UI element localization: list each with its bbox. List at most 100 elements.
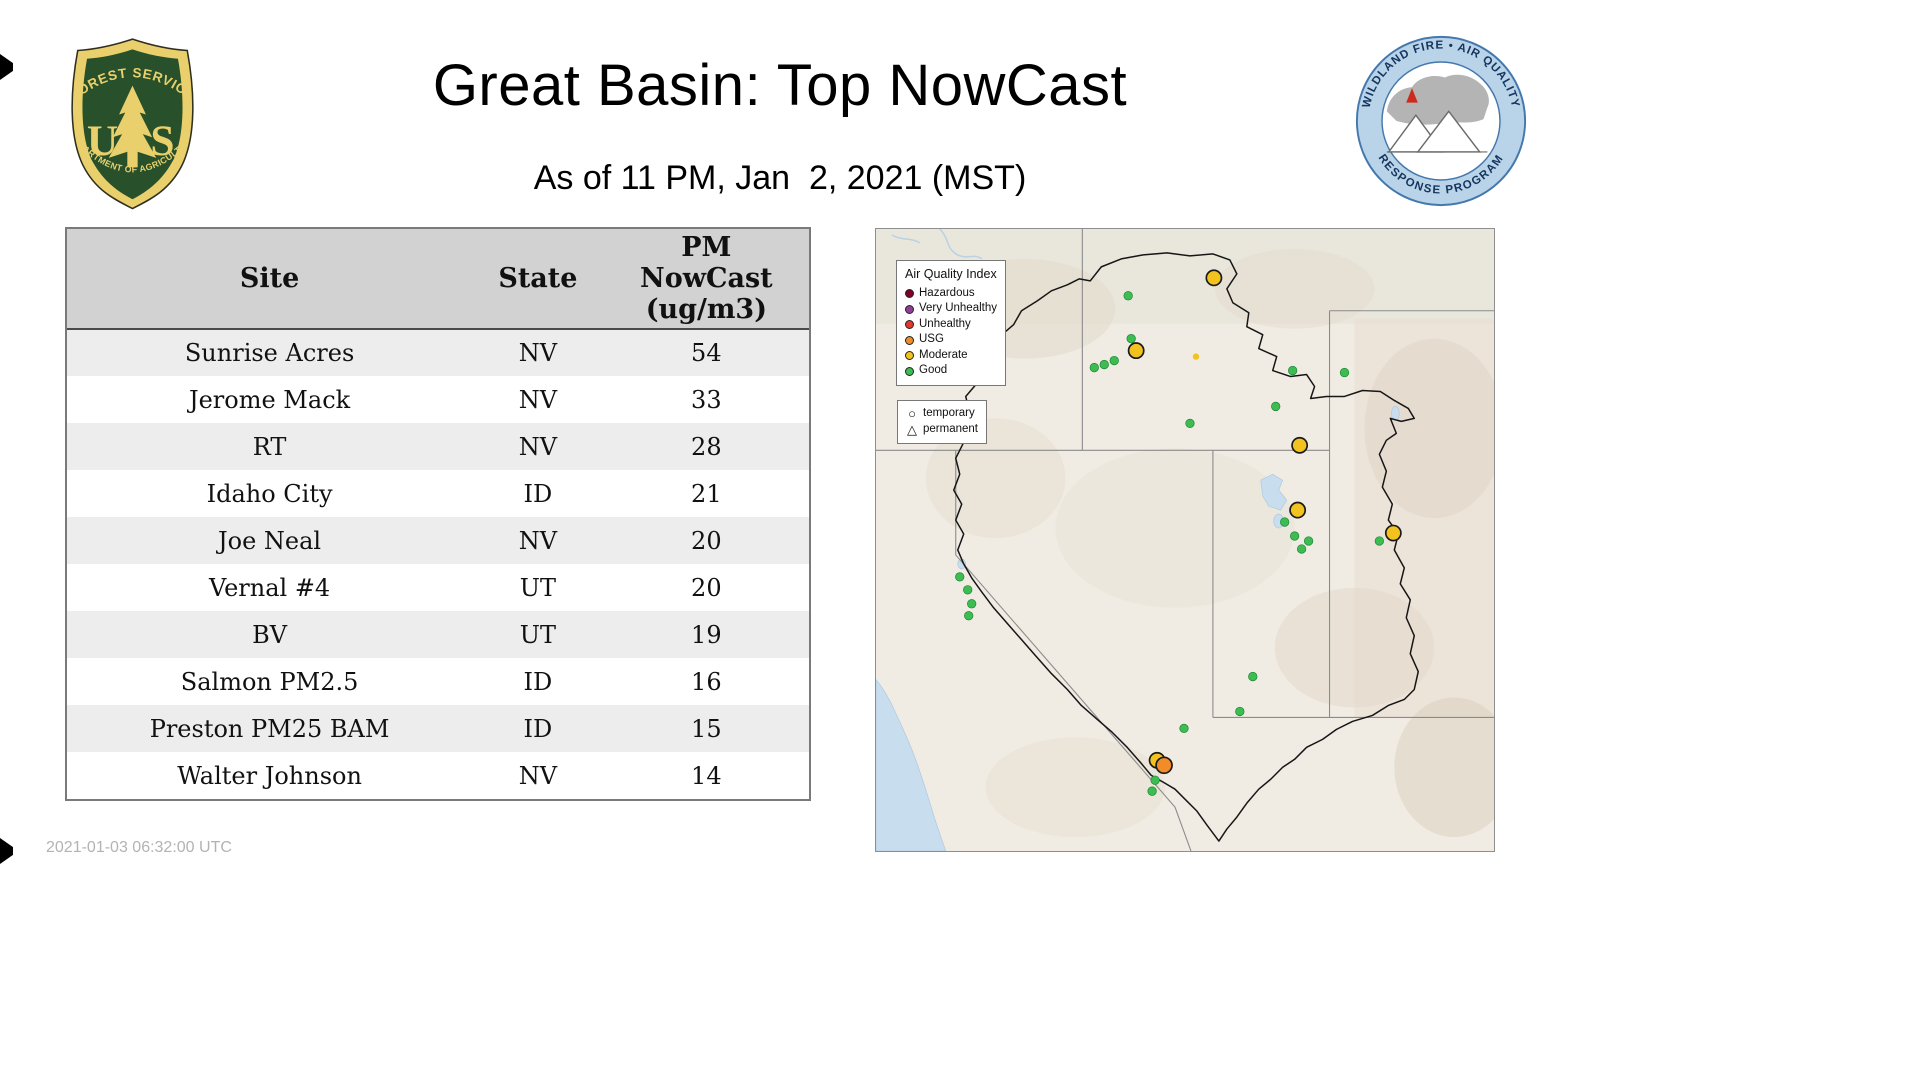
site-cell: RT [252, 432, 287, 461]
table-row: Vernal #4 UT 20 [67, 564, 809, 611]
triangle-icon: △ [907, 421, 917, 437]
state-cell: UT [519, 573, 557, 602]
page-subtitle: As of 11 PM, Jan 2, 2021 (MST) [533, 159, 1027, 197]
usfs-logo: FOREST SERVICE U S DEPARTMENT OF AGRICUL… [50, 24, 210, 212]
state-cell: NV [518, 432, 558, 461]
river [891, 234, 921, 244]
monitor-good-marker [964, 611, 974, 621]
state-borders [876, 229, 1494, 851]
monitor-moderate-marker [1289, 501, 1307, 519]
monitor-good-marker [1296, 544, 1307, 554]
aqi-color-dot [905, 351, 914, 361]
table-row: Walter Johnson NV 14 [67, 752, 809, 799]
table-row: Jerome Mack NV 33 [67, 376, 809, 423]
column-header: PM NowCast (ug/m3) [603, 229, 809, 330]
state-cell: NV [518, 385, 558, 414]
header: Great Basin: Top NowCast As of 11 PM, Ja… [65, 52, 1495, 198]
aqi-color-dot [905, 366, 914, 376]
aqi-legend-item: Good [905, 363, 997, 379]
screen-edge-artifact-top [0, 54, 13, 80]
nowcast-value-cell: 20 [691, 526, 722, 555]
state-cell: ID [523, 714, 553, 743]
screen-edge-artifact-bottom [0, 838, 13, 864]
airfire-logo-icon: WILDLAND FIRE • AIR QUALITY RESPONSE PRO… [1355, 35, 1527, 207]
site-cell: Vernal #4 [208, 573, 331, 602]
nowcast-value-cell: 19 [691, 620, 722, 649]
nowcast-table-container: Site State PM NowCast (ug/m3) Sunrise Acre… [65, 227, 811, 801]
monitor-good-marker [1099, 359, 1109, 370]
state-cell: UT [519, 620, 557, 649]
shape-legend-label: temporary [923, 407, 975, 419]
monitor-moderate-marker [1192, 353, 1200, 360]
site-cell: Idaho City [206, 479, 333, 508]
monitor-good-marker [1109, 355, 1119, 366]
site-cell: Salmon PM2.5 [180, 667, 359, 696]
aqi-legend-item: Moderate [905, 348, 997, 364]
monitor-good-marker [1179, 723, 1189, 734]
nowcast-value-cell: 33 [691, 385, 722, 414]
aqi-legend-label: Moderate [919, 348, 968, 361]
shape-legend-items: ○ temporary △ permanent [906, 406, 978, 437]
great-salt-lake [1260, 473, 1288, 511]
aqi-color-dot [905, 320, 914, 330]
fire-marker-icon [1406, 88, 1418, 103]
aqi-color-dot [905, 335, 914, 345]
aqi-color-dot [905, 304, 914, 314]
usfs-shield-icon: FOREST SERVICE U S DEPARTMENT OF AGRICUL… [50, 24, 194, 210]
nowcast-value-cell: 21 [691, 479, 722, 508]
state-cell: NV [518, 761, 558, 790]
monitor-markers [955, 269, 1402, 796]
column-header: Site [67, 229, 473, 330]
river [939, 229, 983, 260]
monitor-good-marker [1248, 671, 1258, 682]
site-cell: BV [252, 620, 288, 649]
state-cell: ID [523, 667, 553, 696]
monitor-good-marker [1374, 536, 1385, 546]
site-cell: Jerome Mack [188, 385, 351, 414]
table-row: Salmon PM2.5 ID 16 [67, 658, 809, 705]
aqi-legend-items: Hazardous Very Unhealthy Unhealthy USG Moder… [905, 286, 997, 379]
aqi-color-dot [905, 289, 914, 299]
table-row: Idaho City ID 21 [67, 470, 809, 517]
monitor-good-marker [1235, 706, 1245, 717]
shape-legend-label: permanent [923, 422, 978, 435]
monitor-good-marker [1126, 334, 1136, 344]
pine-tree-icon [108, 85, 157, 168]
monitor-good-marker [1290, 531, 1300, 541]
northwest-map-shape [1386, 74, 1489, 125]
aqi-legend-label: Unhealthy [919, 317, 971, 330]
state-cell: NV [518, 339, 558, 367]
column-header: State [472, 229, 604, 330]
shape-legend-item: △ permanent [906, 422, 978, 438]
shape-legend-item: ○ temporary [906, 406, 978, 422]
site-cell: Joe Neal [218, 526, 322, 555]
monitor-good-marker [1288, 365, 1298, 376]
monitor-moderate-marker [1127, 342, 1145, 360]
state-cell: NV [518, 526, 558, 555]
monitor-good-marker [1185, 418, 1195, 429]
monitor-good-marker [1123, 291, 1133, 301]
monitor-good-marker [1303, 536, 1314, 546]
table-row: Joe Neal NV 20 [67, 517, 809, 564]
aqi-legend-label: Good [919, 364, 948, 377]
aqi-legend-label: Hazardous [919, 286, 975, 299]
table-row: RT NV 28 [67, 423, 809, 470]
aqi-legend-item: Very Unhealthy [905, 301, 997, 317]
nowcast-value-cell: 20 [691, 573, 722, 602]
aqi-legend-label: Very Unhealthy [919, 302, 997, 315]
aqi-legend-item: Hazardous [905, 286, 997, 302]
nowcast-value-cell: 14 [691, 761, 722, 790]
nowcast-value-cell: 28 [691, 432, 722, 461]
site-cell: Preston PM25 BAM [149, 714, 390, 743]
aqi-legend: Air Quality Index Hazardous Very Unhealth… [896, 260, 1006, 386]
monitor-moderate-marker [1205, 269, 1223, 287]
nowcast-table-header-row: Site State PM NowCast (ug/m3) [67, 229, 809, 330]
monitor-good-marker [1150, 775, 1160, 785]
page-title: Great Basin: Top NowCast [432, 53, 1128, 118]
monitor-moderate-marker [1384, 524, 1402, 542]
nowcast-value-cell: 15 [691, 714, 722, 743]
monitor-good-marker [967, 599, 977, 609]
monitor-usg-marker [1155, 756, 1173, 775]
circle-icon: ○ [908, 406, 916, 422]
table-row: BV UT 19 [67, 611, 809, 658]
